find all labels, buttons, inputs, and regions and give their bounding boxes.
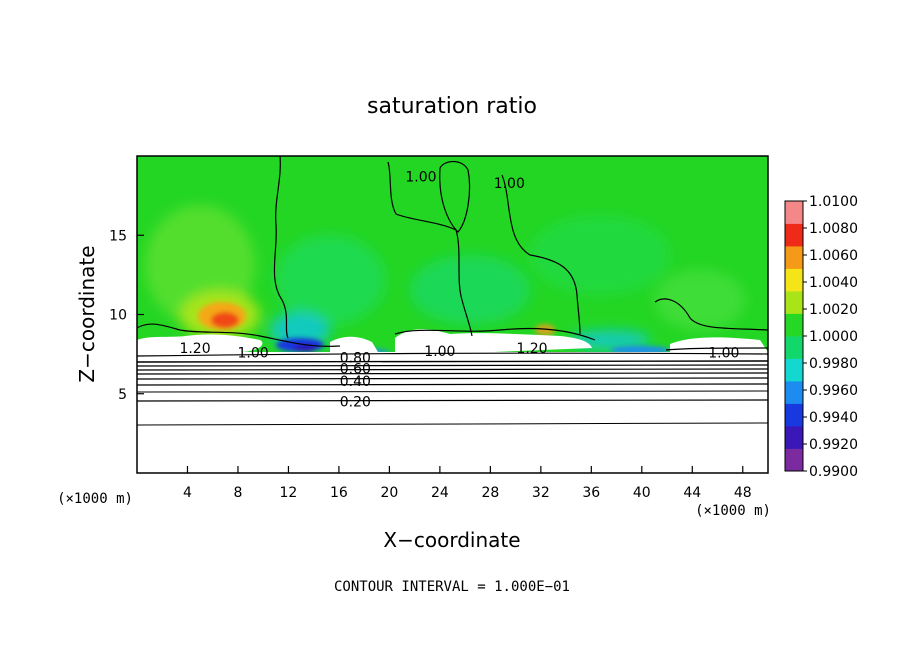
colorbar-swatch xyxy=(785,268,803,292)
contour-label: 1.20 xyxy=(516,341,547,357)
x-tick-label: 20 xyxy=(380,485,398,501)
colorbar-label: 1.0100 xyxy=(809,194,858,210)
x-axis: 4 8 12 16 20 24 28 32 36 40 44 48 xyxy=(183,466,752,501)
contour-label: 1.00 xyxy=(494,176,525,192)
colorbar-label: 1.0060 xyxy=(809,248,858,264)
colorbar-swatch xyxy=(785,426,803,449)
x-tick-label: 48 xyxy=(734,485,752,501)
colorbar-label: 1.0000 xyxy=(809,329,858,345)
colorbar-swatch xyxy=(785,246,803,269)
colorbar-label: 0.9920 xyxy=(809,437,858,453)
x-tick-label: 24 xyxy=(431,485,449,501)
chart-title: saturation ratio xyxy=(367,94,537,119)
plot-area xyxy=(137,156,768,473)
contour-interval-note: CONTOUR INTERVAL = 1.000E−01 xyxy=(334,579,570,595)
colorbar-swatch xyxy=(785,448,803,472)
y-axis: 5 10 15 xyxy=(109,228,144,403)
contour-label: 0.80 xyxy=(340,350,371,366)
x-tick-label: 32 xyxy=(532,485,550,501)
contour-label: 1.00 xyxy=(238,346,269,362)
x-tick-label: 12 xyxy=(280,485,298,501)
x-tick-label: 44 xyxy=(683,485,701,501)
x-tick-label: 36 xyxy=(582,485,600,501)
colorbar-swatch xyxy=(785,291,803,314)
y-tick-label: 5 xyxy=(118,387,127,403)
contour-label: 1.00 xyxy=(424,344,455,360)
contour-label: 1.00 xyxy=(708,346,739,362)
x-tick-label: 4 xyxy=(183,485,192,501)
contour-label: 0.40 xyxy=(340,374,371,390)
colorbar-swatch xyxy=(785,381,803,404)
x-tick-label: 28 xyxy=(481,485,499,501)
contour-label: 1.20 xyxy=(179,341,210,357)
y-tick-label: 10 xyxy=(109,308,127,324)
colorbar-swatch xyxy=(785,313,803,337)
x-tick-label: 8 xyxy=(233,485,242,501)
colorbar-label: 0.9980 xyxy=(809,356,858,372)
x-tick-label: 16 xyxy=(330,485,348,501)
contour-labels: 1.00 1.00 1.20 1.00 0.80 1.00 1.20 1.00 0.600.40… xyxy=(179,170,739,411)
x-axis-label: X−coordinate xyxy=(383,528,520,552)
colorbar-label: 0.9900 xyxy=(809,464,858,480)
colorbar-swatch xyxy=(785,403,803,427)
contour-label: 0.60 xyxy=(340,361,371,377)
colorbar-label: 0.9940 xyxy=(809,410,858,426)
colorbar-label: 1.0040 xyxy=(809,275,858,291)
y-axis-unit-label: (×1000 m) xyxy=(57,491,133,507)
contour-label: 1.00 xyxy=(405,170,436,186)
x-tick-label: 40 xyxy=(633,485,651,501)
colorbar-swatch xyxy=(785,223,803,247)
x-axis-unit-label: (×1000 m) xyxy=(695,503,771,519)
colorbar-swatch xyxy=(785,358,803,382)
y-tick-label: 15 xyxy=(109,228,127,244)
colorbar-label: 1.0020 xyxy=(809,302,858,318)
colorbar-swatch xyxy=(785,336,803,359)
colorbar: 1.0100 1.0080 1.0060 1.0040 1.0020 1.0000 0.99… xyxy=(784,194,858,480)
y-axis-label: Z−coordinate xyxy=(75,245,99,382)
contour-label: 0.20 xyxy=(340,395,371,411)
colorbar-swatch xyxy=(785,201,803,224)
colorbar-label: 0.9960 xyxy=(809,383,858,399)
colorbar-label: 1.0080 xyxy=(809,221,858,237)
